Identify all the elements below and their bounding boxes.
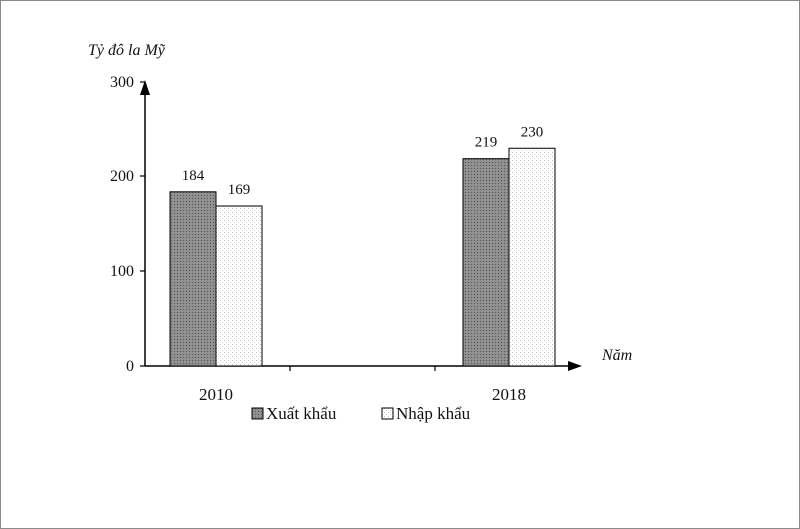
bar-nhap-khau-2010 — [215, 205, 263, 367]
value-label-nhap-khau-2018: 230 — [521, 124, 544, 140]
y-tick-label-100: 100 — [110, 263, 134, 280]
y-tick-label-300: 300 — [110, 74, 134, 91]
legend-label-nhap-khau: Nhập khẩu — [396, 404, 471, 423]
legend-swatch-nhap-khau — [381, 407, 394, 420]
bar-xuat-khau-2018 — [462, 158, 510, 367]
y-tick-label-0: 0 — [126, 358, 134, 375]
y-axis-arrow — [140, 80, 150, 95]
y-axis-title: Tỷ đô la Mỹ — [88, 42, 166, 59]
legend-label-xuat-khau: Xuất khẩu — [266, 404, 337, 423]
value-label-xuat-khau-2018: 219 — [475, 135, 498, 151]
x-axis-arrow — [568, 361, 582, 371]
legend-swatch-xuat-khau — [251, 407, 264, 420]
category-label-2018: 2018 — [492, 385, 526, 404]
bar-xuat-khau-2010 — [169, 191, 217, 367]
x-axis-title: Năm — [601, 347, 632, 364]
bar-nhap-khau-2018 — [508, 147, 556, 367]
y-tick-label-200: 200 — [110, 168, 134, 185]
category-label-2010: 2010 — [199, 385, 233, 404]
value-label-nhap-khau-2010: 169 — [228, 182, 251, 198]
value-label-xuat-khau-2010: 184 — [182, 168, 205, 184]
